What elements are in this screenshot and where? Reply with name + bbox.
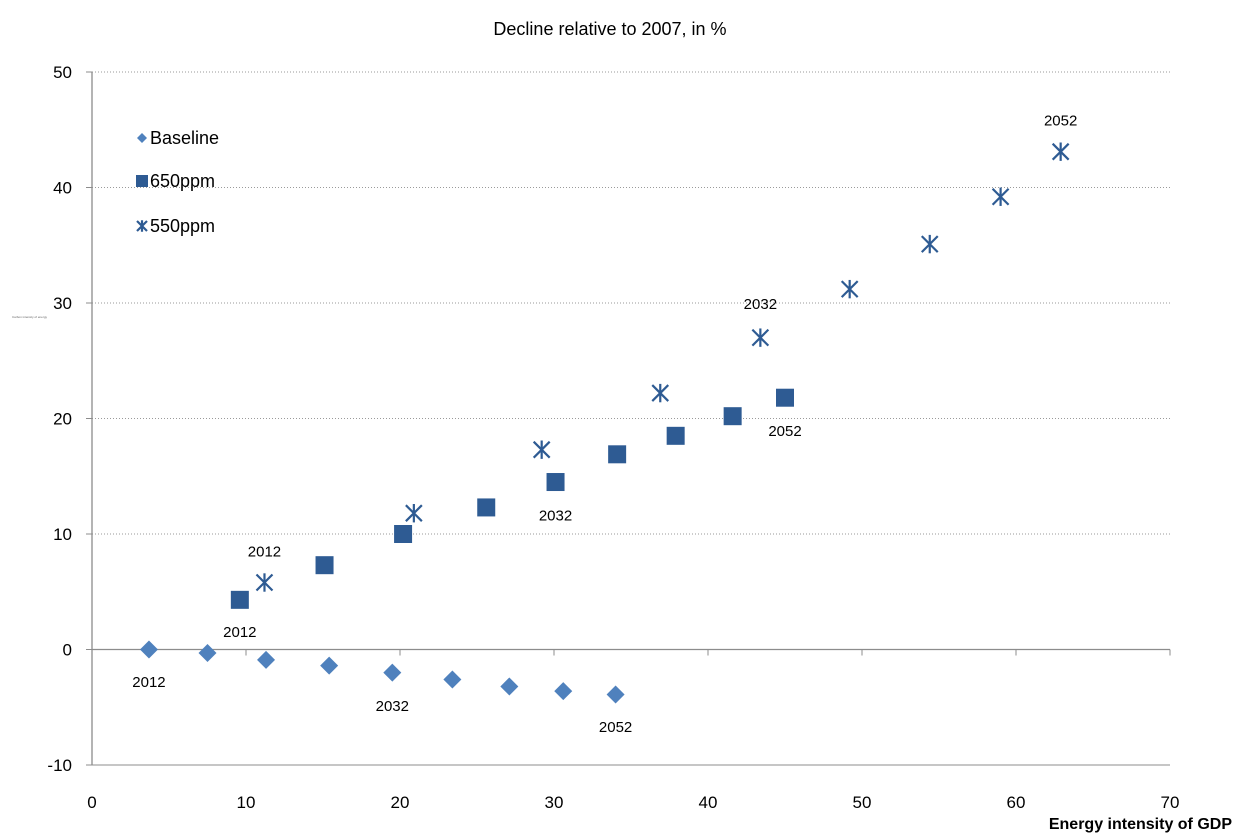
point-baseline [198, 643, 217, 662]
point-550ppm [840, 279, 859, 299]
data-points [139, 142, 1070, 704]
point-baseline [139, 640, 158, 659]
point-650ppm [477, 498, 496, 517]
point-650ppm [230, 590, 249, 609]
point-550ppm [532, 440, 551, 459]
point-baseline [320, 656, 339, 675]
point-650ppm [723, 407, 742, 426]
point-550ppm [255, 573, 274, 592]
legend-marker-650ppm [136, 175, 148, 187]
point-650ppm [394, 525, 413, 543]
year-annotation: 2032 [539, 508, 572, 525]
year-annotation: 2032 [376, 698, 409, 715]
point-baseline [383, 663, 402, 682]
x-tick-label: 40 [699, 793, 718, 812]
x-tick-label: 70 [1161, 793, 1180, 812]
y-tick-label: 10 [53, 525, 72, 544]
point-650ppm [608, 445, 627, 464]
point-baseline [257, 650, 276, 669]
y-tick-label: 50 [53, 63, 72, 82]
x-tick-label: 50 [853, 793, 872, 812]
y-tick-label: 30 [53, 294, 72, 313]
point-550ppm [991, 187, 1010, 206]
gridlines [92, 71, 1170, 535]
point-650ppm [546, 473, 565, 492]
year-annotation: 2052 [1044, 113, 1077, 130]
annotations: 2012 2032 2052 2012 2032 2052 2012 2032 2052 [132, 113, 1077, 736]
y-tick-labels: -10 0 10 20 30 40 50 [47, 63, 72, 775]
year-annotation: 2012 [132, 674, 165, 691]
legend-label-650ppm: 650ppm [150, 171, 215, 191]
legend-marker-550ppm [136, 220, 148, 232]
year-annotation: 2032 [744, 296, 777, 313]
point-baseline [443, 670, 462, 689]
year-annotation: 2052 [768, 423, 801, 440]
year-annotation: 2012 [223, 624, 256, 641]
legend-marker-baseline [137, 133, 147, 143]
year-annotation: 2012 [248, 543, 281, 560]
chart-subtitle: Decline relative to 2007, in % [493, 19, 726, 39]
y-axis-label: Carbon intensity of energy [12, 315, 48, 319]
point-550ppm [651, 383, 670, 403]
legend-label-baseline: Baseline [150, 128, 219, 148]
point-550ppm [751, 328, 770, 347]
x-tick-labels: 0 10 20 30 40 50 60 70 [87, 793, 1179, 812]
y-tick-label: 40 [53, 179, 72, 198]
x-tick-label: 0 [87, 793, 96, 812]
point-650ppm [666, 426, 685, 445]
y-tick-label: -10 [47, 756, 72, 775]
point-baseline [554, 682, 573, 701]
point-baseline [500, 677, 519, 696]
axes [86, 71, 1171, 766]
year-annotation: 2052 [599, 719, 632, 736]
x-tick-label: 10 [237, 793, 256, 812]
y-tick-label: 0 [63, 641, 72, 660]
point-baseline [606, 685, 625, 704]
point-550ppm [405, 504, 423, 523]
x-tick-label: 60 [1007, 793, 1026, 812]
x-axis-label: Energy intensity of GDP [1049, 816, 1232, 833]
point-650ppm [776, 388, 794, 407]
legend-label-550ppm: 550ppm [150, 216, 215, 236]
point-550ppm [1051, 142, 1070, 161]
legend: Baseline 650ppm 550ppm [136, 128, 219, 236]
x-tick-label: 20 [391, 793, 410, 812]
y-tick-label: 20 [53, 410, 72, 429]
point-650ppm [315, 556, 334, 575]
x-tick-label: 30 [545, 793, 564, 812]
point-550ppm [920, 234, 939, 254]
